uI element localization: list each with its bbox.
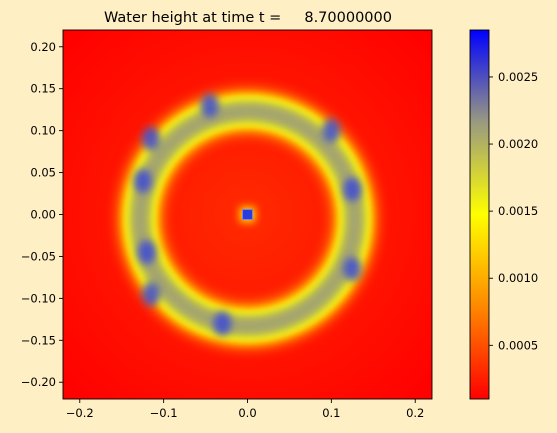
x-tick-label: 0.0	[238, 406, 256, 420]
chart-title: Water height at time t = 8.70000000	[104, 10, 392, 26]
ring-blue-spot	[343, 177, 362, 202]
ring-blue-spot	[142, 127, 161, 152]
x-tick-label: −0.2	[66, 406, 94, 420]
y-tick-label: −0.05	[21, 249, 56, 263]
ring-blue-spot	[133, 168, 152, 193]
x-axis: −0.2 −0.1 0.0 0.1 0.2	[66, 399, 424, 420]
y-tick-label: −0.10	[21, 291, 56, 305]
ring-blue-spot	[142, 282, 161, 307]
plot-area	[63, 30, 432, 399]
colorbar-tick-label: 0.0015	[498, 204, 538, 218]
ring-blue-spot	[137, 240, 156, 265]
colorbar-tick-label: 0.0025	[498, 70, 538, 84]
colorbar-tick-label: 0.0020	[498, 137, 538, 151]
y-tick-label: 0.05	[30, 166, 56, 180]
x-tick-label: 0.1	[322, 406, 340, 420]
y-tick-label: 0.15	[30, 82, 56, 96]
water-height-field	[117, 88, 378, 350]
y-tick-label: −0.20	[21, 375, 56, 389]
ring-core-gray	[134, 105, 361, 333]
x-tick-label: −0.1	[150, 406, 178, 420]
colorbar-tick-label: 0.0010	[498, 271, 538, 285]
colorbar-tick-label: 0.0005	[498, 338, 538, 352]
colorbar-axis: 0.0005 0.0010 0.0015 0.0020 0.0025	[489, 70, 538, 352]
y-tick-label: 0.00	[30, 208, 56, 222]
ring-blue-spot	[322, 118, 341, 143]
center-spot	[242, 209, 253, 220]
ring-blue-spot	[343, 257, 362, 282]
colorbar	[469, 29, 490, 400]
ring-blue-spot	[200, 93, 219, 118]
ring-blue-spot	[213, 311, 232, 336]
y-tick-label: 0.10	[30, 124, 56, 138]
y-tick-label: −0.15	[21, 333, 56, 347]
y-tick-label: 0.20	[30, 40, 56, 54]
x-tick-label: 0.2	[406, 406, 424, 420]
y-axis: 0.20 0.15 0.10 0.05 0.00 −0.05 −0.10 −0.15 −0.20	[21, 40, 63, 389]
